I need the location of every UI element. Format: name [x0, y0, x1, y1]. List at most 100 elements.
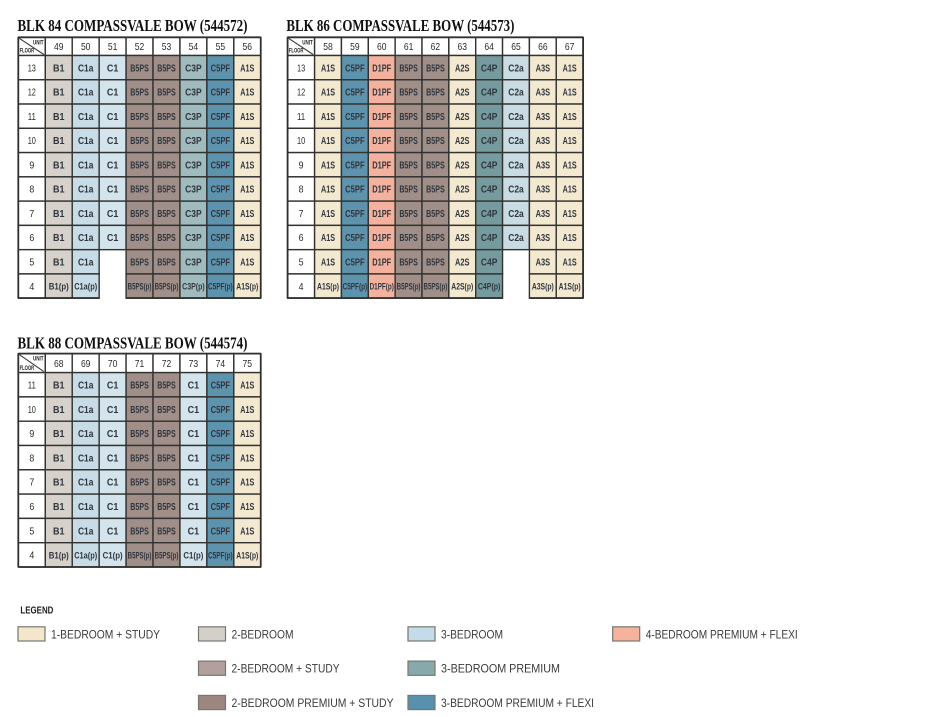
svg-text:A2S: A2S — [455, 88, 470, 99]
svg-text:C2a: C2a — [508, 112, 524, 123]
svg-text:C5PF: C5PF — [211, 526, 231, 537]
svg-text:11: 11 — [28, 380, 36, 391]
svg-text:C5PF: C5PF — [211, 185, 231, 196]
svg-text:B1: B1 — [53, 429, 65, 440]
svg-text:A1S(p): A1S(p) — [236, 281, 258, 291]
svg-text:C5PF: C5PF — [211, 405, 231, 416]
svg-text:A1S: A1S — [321, 185, 335, 196]
svg-text:2-BEDROOM: 2-BEDROOM — [232, 627, 294, 641]
svg-text:C5PF: C5PF — [345, 88, 365, 99]
svg-text:C3P: C3P — [185, 257, 202, 268]
svg-text:B1: B1 — [53, 88, 65, 99]
svg-text:A1S: A1S — [563, 63, 577, 74]
svg-text:C1a: C1a — [78, 233, 94, 244]
svg-text:C5PF: C5PF — [211, 257, 231, 268]
svg-text:UNIT: UNIT — [33, 39, 44, 46]
svg-text:C1: C1 — [188, 405, 200, 416]
svg-text:A1S: A1S — [240, 209, 254, 220]
svg-text:C2a: C2a — [508, 160, 524, 171]
svg-text:70: 70 — [108, 359, 118, 370]
svg-text:B5PS: B5PS — [130, 136, 149, 147]
svg-text:B5PS: B5PS — [157, 160, 176, 171]
svg-text:B5PS: B5PS — [399, 63, 418, 74]
svg-text:B1: B1 — [53, 233, 65, 244]
svg-text:C1a(p): C1a(p) — [74, 281, 97, 291]
svg-text:A3S: A3S — [536, 63, 551, 74]
svg-text:B5PS: B5PS — [157, 502, 176, 513]
svg-text:A1S: A1S — [321, 160, 335, 171]
svg-text:B1: B1 — [53, 185, 65, 196]
svg-text:B5PS: B5PS — [130, 160, 149, 171]
svg-text:3-BEDROOM: 3-BEDROOM — [441, 627, 503, 641]
svg-text:A1S: A1S — [240, 478, 254, 489]
svg-text:B5PS: B5PS — [426, 136, 445, 147]
svg-text:B1: B1 — [53, 160, 65, 171]
svg-text:65: 65 — [511, 42, 521, 53]
svg-text:C5PF: C5PF — [211, 63, 231, 74]
svg-text:C4P: C4P — [481, 136, 498, 147]
svg-text:68: 68 — [54, 359, 64, 370]
svg-text:9: 9 — [299, 160, 304, 171]
svg-text:C1a: C1a — [78, 429, 94, 440]
svg-text:A1S(p): A1S(p) — [236, 550, 258, 560]
svg-text:A3S: A3S — [536, 112, 551, 123]
svg-text:B5PS: B5PS — [399, 185, 418, 196]
svg-text:B5PS: B5PS — [157, 526, 176, 537]
svg-text:C5PF: C5PF — [211, 112, 231, 123]
svg-text:C4P: C4P — [481, 185, 498, 196]
svg-text:B5PS: B5PS — [426, 209, 445, 220]
svg-text:A1S: A1S — [240, 63, 254, 74]
svg-text:B5PS: B5PS — [157, 88, 176, 99]
svg-text:A3S(p): A3S(p) — [532, 281, 554, 291]
svg-text:D1PF: D1PF — [372, 160, 391, 171]
svg-text:5: 5 — [29, 257, 34, 268]
svg-text:52: 52 — [135, 42, 145, 53]
svg-text:6: 6 — [299, 233, 304, 244]
svg-text:B5PS: B5PS — [157, 112, 176, 123]
svg-text:LEGEND: LEGEND — [20, 606, 53, 617]
svg-text:B5PS: B5PS — [426, 233, 445, 244]
svg-text:C1a: C1a — [78, 112, 94, 123]
svg-text:C1a: C1a — [78, 478, 94, 489]
svg-text:C3P: C3P — [185, 185, 202, 196]
svg-text:D1PF: D1PF — [372, 209, 391, 220]
svg-text:C1: C1 — [107, 136, 119, 147]
svg-text:B1: B1 — [53, 478, 65, 489]
svg-text:C1: C1 — [188, 526, 200, 537]
svg-text:C1(p): C1(p) — [183, 550, 203, 560]
svg-text:B5PS: B5PS — [399, 136, 418, 147]
svg-text:C2a: C2a — [508, 209, 524, 220]
svg-text:2-BEDROOM PREMIUM + STUDY: 2-BEDROOM PREMIUM + STUDY — [232, 696, 394, 710]
svg-text:C1: C1 — [107, 405, 119, 416]
svg-text:A1S: A1S — [240, 257, 254, 268]
svg-text:D1PF: D1PF — [372, 136, 391, 147]
svg-text:B5PS(p): B5PS(p) — [424, 281, 448, 291]
svg-text:C5PF: C5PF — [345, 257, 365, 268]
svg-text:66: 66 — [538, 42, 548, 53]
svg-text:B5PS: B5PS — [157, 209, 176, 220]
svg-text:C1a: C1a — [78, 136, 94, 147]
svg-text:61: 61 — [404, 42, 414, 53]
svg-text:A2S: A2S — [455, 257, 470, 268]
svg-text:C1(p): C1(p) — [103, 550, 123, 560]
svg-text:C4P: C4P — [481, 209, 498, 220]
svg-text:A1S: A1S — [240, 405, 254, 416]
svg-text:B5PS: B5PS — [130, 63, 149, 74]
svg-text:C4P: C4P — [481, 233, 498, 244]
svg-text:13: 13 — [297, 63, 305, 74]
svg-text:C3P: C3P — [185, 112, 202, 123]
svg-text:C2a: C2a — [508, 88, 524, 99]
svg-text:12: 12 — [297, 88, 305, 99]
svg-text:11: 11 — [297, 112, 305, 123]
svg-text:A3S: A3S — [536, 136, 551, 147]
svg-text:55: 55 — [216, 42, 226, 53]
svg-text:B5PS: B5PS — [157, 429, 176, 440]
svg-text:C5PF: C5PF — [211, 88, 231, 99]
svg-text:B1: B1 — [53, 209, 65, 220]
svg-text:C1: C1 — [188, 453, 200, 464]
svg-text:B1(p): B1(p) — [49, 281, 69, 291]
svg-text:B5PS: B5PS — [157, 233, 176, 244]
svg-text:C2a: C2a — [508, 136, 524, 147]
svg-text:FLOOR: FLOOR — [20, 365, 35, 372]
svg-text:3-BEDROOM PREMIUM: 3-BEDROOM PREMIUM — [441, 662, 560, 676]
